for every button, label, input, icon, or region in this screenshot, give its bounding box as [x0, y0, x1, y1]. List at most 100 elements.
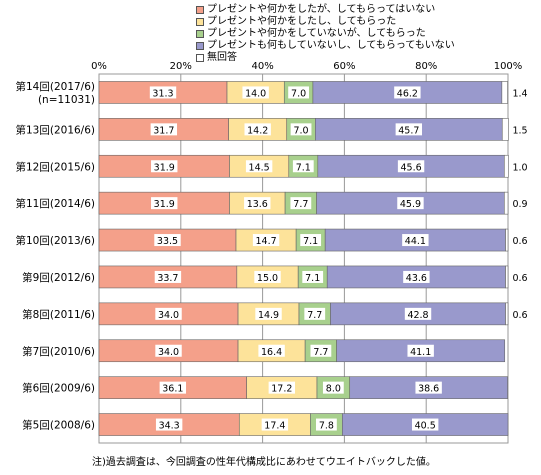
bar-segment: [504, 191, 509, 215]
value-label: 7.8: [319, 421, 334, 432]
category-label: 第11回(2014/6): [16, 197, 96, 210]
value-label: 31.7: [153, 125, 174, 136]
value-label-bg: [292, 160, 314, 173]
value-label: 7.1: [303, 236, 318, 247]
x-tick-label: 40%: [251, 61, 273, 72]
value-label: 0.9: [512, 199, 527, 210]
value-label: 14.7: [255, 236, 276, 247]
legend-swatch: [196, 30, 204, 38]
value-label-bg: [151, 197, 178, 210]
value-label: 1.0: [512, 162, 527, 173]
bar-segment: [504, 154, 509, 178]
value-label-bg: [154, 270, 182, 283]
value-label-bg: [322, 381, 344, 394]
category-label: 第14回(2017/6): [16, 80, 96, 93]
value-label-bg: [255, 307, 282, 320]
value-label-bg: [300, 234, 322, 247]
value-label-bg: [154, 234, 181, 247]
value-labels: 31.3 14.0 7.0 46.2 1.4 31.7 14.2 7.0 45.7 1.5 31.9…: [149, 86, 528, 432]
value-label: 31.3: [152, 88, 173, 99]
value-label-bg: [258, 344, 285, 357]
value-label-bg: [290, 197, 312, 210]
value-label: 31.9: [154, 199, 175, 210]
bar-segment: [505, 302, 509, 326]
value-label: 7.0: [293, 125, 308, 136]
legend-label: プレゼントも何もしていないし、してもらってもいない: [207, 40, 455, 51]
category-label: 第7回(2010/6): [22, 345, 95, 358]
x-tick-label: 60%: [333, 61, 355, 72]
value-label-bg: [304, 307, 326, 320]
value-label: 17.2: [271, 384, 292, 395]
legend-label: プレゼントや何かをしたし、してもらった: [207, 16, 397, 27]
category-label: 第13回(2016/6): [16, 123, 96, 136]
x-tick-label: 20%: [170, 61, 192, 72]
value-label: 16.4: [261, 347, 282, 358]
legend-swatch: [196, 6, 204, 14]
value-label-bg: [244, 123, 271, 136]
value-label: 46.2: [397, 88, 418, 99]
value-label: 0.6: [512, 273, 527, 284]
legend-swatch: [196, 54, 204, 62]
value-label-bg: [411, 418, 439, 431]
value-label-bg: [310, 344, 332, 357]
category-label: (n=11031): [38, 94, 95, 106]
value-label: 43.6: [406, 273, 427, 284]
legend-item: プレゼントや何かをしたが、してもらってはいない: [196, 4, 455, 16]
value-label: 42.8: [407, 310, 428, 321]
value-label: 36.1: [162, 384, 183, 395]
value-label: 41.1: [410, 347, 431, 358]
value-label: 14.0: [245, 88, 266, 99]
value-label: 7.0: [291, 88, 306, 99]
value-label: 34.3: [159, 421, 180, 432]
category-labels: 第14回(2017/6)(n=11031) 第13回(2016/6) 第12回(20…: [16, 80, 96, 432]
value-label-bg: [151, 160, 178, 173]
bar-segment: [505, 265, 509, 289]
value-label: 44.1: [405, 236, 426, 247]
legend-label: プレゼントや何かをしたが、してもらってはいない: [207, 4, 436, 15]
value-label-bg: [402, 234, 429, 247]
value-label-bg: [159, 381, 187, 394]
legend-swatch: [196, 42, 204, 50]
x-tick-label: 80%: [415, 61, 437, 72]
category-label: 第6回(2009/6): [22, 382, 95, 395]
bar-segment: [505, 228, 509, 252]
value-label-bg: [155, 418, 183, 431]
value-label: 1.4: [512, 88, 527, 99]
value-label-bg: [395, 123, 423, 136]
category-label: 第9回(2012/6): [22, 271, 95, 284]
value-label-bg: [404, 307, 432, 320]
value-label: 0.6: [512, 310, 527, 321]
legend: プレゼントや何かをしたが、してもらってはいない プレゼントや何かをしたし、してもら…: [196, 4, 455, 64]
value-label-bg: [254, 270, 281, 283]
value-label: 7.1: [305, 273, 320, 284]
value-label-bg: [290, 123, 312, 136]
value-label-bg: [268, 381, 296, 394]
value-label-bg: [150, 123, 178, 136]
footnote: 注)過去調査は、今回調査の性年代構成比にあわせてウエイトバックした値。: [92, 457, 436, 468]
category-label: 第5回(2008/6): [22, 419, 95, 432]
value-label: 7.7: [313, 347, 328, 358]
value-label-bg: [244, 197, 271, 210]
value-label: 15.0: [257, 273, 278, 284]
value-label: 1.5: [512, 125, 527, 136]
value-label: 7.7: [307, 310, 322, 321]
value-label: 40.5: [415, 421, 436, 432]
value-label: 45.9: [400, 199, 421, 210]
value-label-bg: [415, 381, 442, 394]
value-label-bg: [261, 418, 289, 431]
value-label: 8.0: [326, 384, 341, 395]
legend-label: プレゼントや何かをしていないが、してもらった: [207, 28, 426, 39]
legend-item: 無回答: [196, 52, 455, 64]
value-label: 34.0: [158, 310, 179, 321]
value-label-bg: [149, 86, 177, 99]
value-label: 31.9: [154, 162, 175, 173]
value-label: 13.6: [247, 199, 268, 210]
value-label-bg: [155, 307, 182, 320]
value-label-bg: [252, 234, 280, 247]
value-label: 33.5: [157, 236, 178, 247]
value-label-bg: [288, 86, 309, 99]
value-label-bg: [397, 160, 425, 173]
value-label: 14.9: [258, 310, 279, 321]
value-label: 14.5: [249, 162, 270, 173]
